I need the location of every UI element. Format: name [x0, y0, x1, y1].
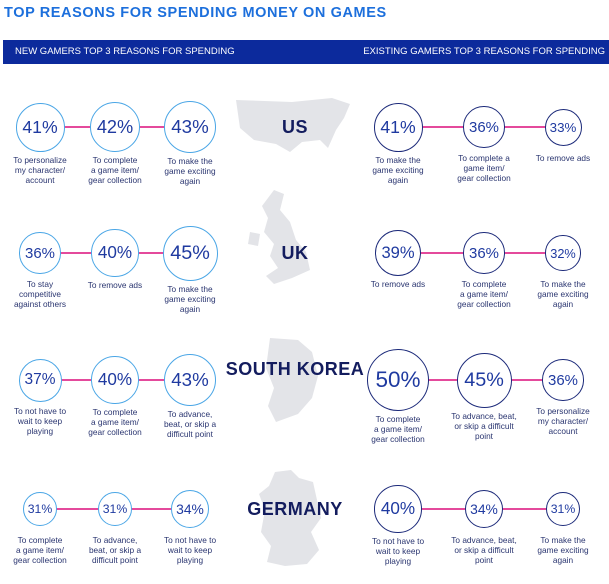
- new-gamers-reason-label: To complete a game item/ gear collection: [13, 535, 67, 565]
- existing-gamers-value-circle: 33%: [544, 108, 582, 146]
- existing-gamers-value-circle: 34%: [464, 489, 504, 529]
- new-gamers-value-circle: 41%: [15, 102, 65, 152]
- uk-map-icon: [248, 190, 310, 284]
- infographic-title: TOP REASONS FOR SPENDING MONEY ON GAMES: [4, 5, 387, 21]
- existing-gamers-reason-label: To make the game exciting again: [372, 154, 424, 185]
- new-gamers-reason-label: To complete a game item/ gear collection: [88, 406, 142, 437]
- new-gamers-value-circle: 31%: [23, 492, 57, 526]
- existing-gamers-reason-label: To make the game exciting again: [537, 279, 589, 309]
- new-gamers-value-circle: 43%: [164, 354, 216, 406]
- new-gamers-header: NEW GAMERS TOP 3 REASONS FOR SPENDING: [15, 46, 235, 57]
- new-gamers-value-circle: 31%: [98, 492, 132, 526]
- new-gamers-value-circle: 40%: [91, 356, 139, 404]
- new-gamers-reason-label: To stay competitive against others: [13, 279, 67, 309]
- us-map-icon: [236, 98, 350, 152]
- existing-gamers-value-circle: 36%: [542, 359, 584, 401]
- new-gamers-value-circle: 37%: [18, 358, 62, 402]
- existing-gamers-value-circle: 41%: [373, 102, 423, 152]
- existing-gamers-value-circle: 31%: [546, 492, 580, 526]
- south-korea-map-icon: [266, 338, 318, 422]
- country-label-uk: UK: [281, 243, 309, 263]
- existing-gamers-reason-label: To remove ads: [370, 279, 426, 289]
- new-gamers-reason-label: To personalize my character/ account: [13, 154, 67, 185]
- new-gamers-value-circle: 40%: [91, 229, 139, 277]
- new-gamers-reason-label: To not have to wait to keep playing: [163, 535, 217, 565]
- existing-gamers-value-circle: 40%: [374, 485, 422, 533]
- new-gamers-reason-label: To make the game exciting again: [164, 156, 216, 186]
- existing-gamers-value-circle: 50%: [366, 348, 430, 412]
- new-gamers-reason-label: To make the game exciting again: [164, 283, 216, 314]
- existing-gamers-value-circle: 36%: [463, 106, 505, 148]
- existing-gamers-reason-label: To complete a game item/ gear collection: [371, 414, 425, 445]
- existing-gamers-reason-label: To personalize my character/ account: [536, 406, 590, 436]
- germany-map-icon: [259, 470, 321, 566]
- new-gamers-reason-label: To complete a game item/ gear collection: [88, 155, 142, 186]
- new-gamers-value-circle: 36%: [19, 232, 61, 274]
- country-label-south-korea: SOUTH KOREA: [225, 359, 365, 379]
- new-gamers-value-circle: 43%: [164, 101, 216, 153]
- existing-gamers-reason-label: To not have to wait to keep playing: [371, 535, 425, 566]
- new-gamers-reason-label: To remove ads: [87, 279, 143, 290]
- country-label-us: US: [281, 117, 308, 137]
- column-header-banner: NEW GAMERS TOP 3 REASONS FOR SPENDING EX…: [3, 40, 609, 64]
- new-gamers-reason-label: To advance, beat, or skip a difficult po…: [88, 535, 142, 565]
- existing-gamers-value-circle: 39%: [375, 230, 421, 276]
- new-gamers-value-circle: 34%: [170, 489, 210, 529]
- existing-gamers-value-circle: 32%: [545, 235, 581, 271]
- new-gamers-reason-label: To not have to wait to keep playing: [13, 406, 67, 436]
- existing-gamers-reason-label: To complete a game item/ gear collection: [457, 279, 511, 309]
- new-gamers-value-circle: 45%: [162, 225, 218, 281]
- existing-gamers-reason-label: To advance, beat, or skip a difficult po…: [451, 535, 517, 565]
- new-gamers-reason-label: To advance, beat, or skip a difficult po…: [163, 409, 217, 439]
- country-label-germany: GERMANY: [247, 499, 343, 519]
- existing-gamers-reason-label: To advance, beat, or skip a difficult po…: [451, 410, 517, 441]
- existing-gamers-reason-label: To remove ads: [535, 153, 591, 163]
- existing-gamers-value-circle: 36%: [463, 232, 505, 274]
- existing-gamers-reason-label: To complete a game item/ gear collection: [457, 153, 511, 183]
- new-gamers-value-circle: 42%: [89, 101, 141, 153]
- existing-gamers-header: EXISTING GAMERS TOP 3 REASONS FOR SPENDI…: [363, 46, 605, 57]
- existing-gamers-value-circle: 45%: [456, 352, 512, 408]
- existing-gamers-reason-label: To make the game exciting again: [537, 535, 589, 565]
